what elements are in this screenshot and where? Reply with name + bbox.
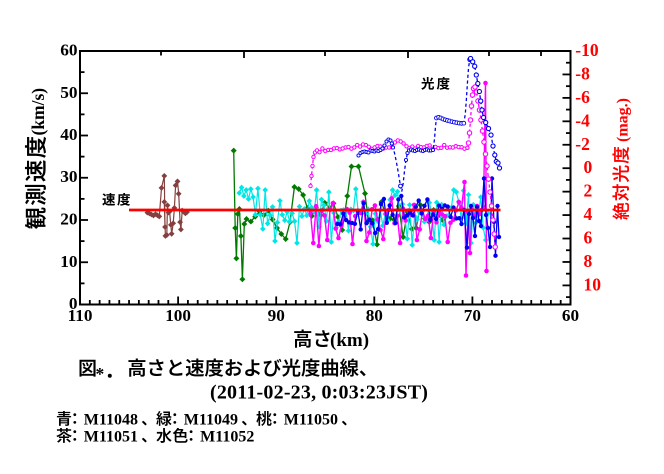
svg-text:0: 0 (69, 294, 78, 313)
svg-text:M11048: M11048 (84, 412, 138, 429)
svg-text:40: 40 (60, 125, 77, 144)
svg-text:6: 6 (584, 228, 593, 248)
svg-text:110: 110 (68, 306, 93, 325)
svg-text:-2: -2 (575, 134, 590, 154)
svg-text:-4: -4 (575, 110, 590, 130)
svg-text:-6: -6 (575, 87, 590, 107)
svg-text:0: 0 (584, 157, 593, 177)
svg-text:60: 60 (562, 306, 579, 325)
svg-text:80: 80 (366, 306, 383, 325)
svg-text:100: 100 (165, 306, 191, 325)
svg-text:2: 2 (584, 181, 593, 201)
svg-text:8: 8 (584, 251, 593, 271)
svg-text:*: * (96, 364, 105, 384)
svg-text:M11051: M11051 (84, 429, 138, 446)
svg-text:10: 10 (60, 252, 77, 271)
svg-text:M11049: M11049 (184, 412, 238, 429)
svg-text:20: 20 (60, 210, 77, 229)
svg-text:-10: -10 (575, 40, 599, 60)
svg-text:(km): (km) (330, 330, 369, 351)
svg-text:M11052: M11052 (200, 429, 254, 446)
svg-text:M11050: M11050 (284, 412, 338, 429)
svg-text:-8: -8 (575, 63, 590, 83)
svg-text:50: 50 (60, 83, 77, 102)
svg-text:90: 90 (268, 306, 285, 325)
svg-text:60: 60 (60, 41, 77, 60)
svg-text:(km/s): (km/s) (28, 88, 48, 136)
svg-text:70: 70 (464, 306, 481, 325)
svg-text:4: 4 (584, 204, 593, 224)
svg-text:10: 10 (584, 274, 602, 294)
svg-text:30: 30 (60, 167, 77, 186)
svg-text:(2011-02-23, 0:03:23JST): (2011-02-23, 0:03:23JST) (210, 382, 428, 404)
svg-text:(mag.): (mag.) (615, 98, 632, 142)
